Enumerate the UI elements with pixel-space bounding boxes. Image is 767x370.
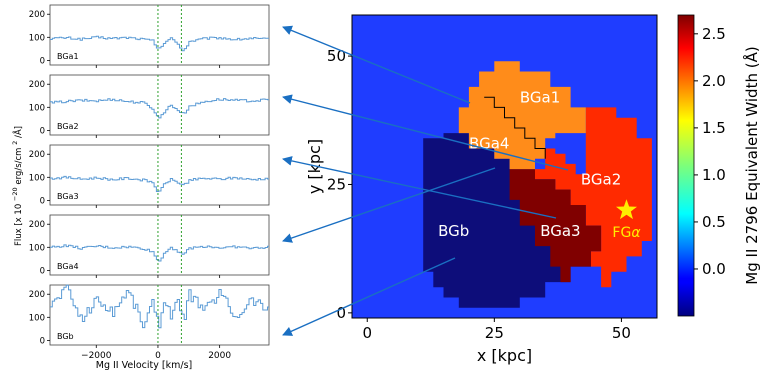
y-tick-label: 200: [29, 80, 45, 90]
y-tick-label: 100: [29, 243, 45, 253]
colorbar-scale: [677, 14, 695, 317]
colorbar-tick-label: 1.0: [702, 166, 726, 184]
spectrum-line: [50, 244, 269, 262]
map-x-tick-label: 25: [485, 324, 504, 342]
colorbar-tick-label: 0.0: [702, 260, 726, 278]
y-tick-label: 0: [40, 56, 45, 66]
y-tick-label: 100: [29, 173, 45, 183]
x-tick-label: 2000: [208, 351, 231, 361]
y-tick-label: 200: [29, 150, 45, 160]
region-bga2: [535, 107, 652, 288]
spectrum-name-bga3: BGa3: [57, 192, 79, 201]
region-label-bga1: BGa1: [520, 88, 560, 106]
spectrum-panel-bga1: 0 100 200 BGa1: [29, 4, 270, 68]
spectra-y-label-post: /Å]: [12, 126, 24, 138]
connector-arrows: [282, 25, 569, 336]
colorbar-tick-label: 2.5: [702, 25, 726, 43]
star-marker: [616, 199, 637, 220]
colorbar-tick-label: 1.5: [702, 119, 726, 137]
spectra-y-label-exp1: −20: [11, 187, 19, 201]
spectrum-panel-bgb: 0 100 200 −2000 0 2000 BGb: [29, 284, 270, 361]
spectrum-panel-bga2: 0 100 200 BGa2: [29, 74, 270, 138]
map-y-tick-label: 0: [336, 304, 346, 322]
arrow-bga1: [282, 25, 471, 104]
spectra-x-axis-label: Mg II Velocity [km/s]: [96, 360, 192, 370]
arrow-bga3: [282, 156, 557, 219]
y-tick-label: 100: [29, 33, 45, 43]
region-label-bga3: BGa3: [540, 222, 580, 240]
spectra-y-axis-label: Flux [x 10 −20 erg/s/cm 2 /Å]: [10, 126, 24, 246]
spectrum-line: [50, 98, 269, 119]
y-tick-label: 0: [40, 126, 45, 136]
y-tick-label: 0: [40, 266, 45, 276]
spectrum-panel-bga3: 0 100 200 BGa3: [29, 144, 270, 208]
marker-label: FGα: [612, 225, 641, 241]
spectra-panels: 0 100 200 BGa1 0 100 200 BGa2 0 100 200 BGa3 0 100 200…: [29, 4, 270, 361]
y-tick-label: 200: [29, 10, 45, 20]
region-label-bgb: BGb: [438, 222, 469, 240]
region-bga3: [509, 169, 602, 283]
panel-frame: [49, 4, 270, 66]
panel-frame: [49, 214, 270, 276]
spectrum-name-bgb: BGb: [57, 332, 74, 341]
y-tick-label: 200: [29, 290, 45, 300]
map-y-tick-label: 25: [327, 175, 346, 193]
colorbar-tick-label: 2.0: [702, 72, 726, 90]
y-tick-label: 0: [40, 196, 45, 206]
map-y-tick-label: 50: [327, 47, 346, 65]
map-x-tick-label: 0: [362, 324, 372, 342]
y-tick-label: 200: [29, 220, 45, 230]
y-tick-label: 100: [29, 313, 45, 323]
arrow-bga2: [282, 94, 569, 171]
arrow-bgb: [282, 257, 456, 336]
y-tick-label: 100: [29, 103, 45, 113]
marker-label-main: FG: [612, 225, 631, 241]
spectrum-name-bga4: BGa4: [57, 262, 79, 271]
arrow-bga4: [282, 167, 496, 243]
spectra-y-label-pre: Flux [x 10: [14, 204, 24, 246]
colorbar: 0.0 0.5 1.0 1.5 2.0 2.5 Mg II 2796 Equivalent …: [677, 14, 761, 317]
spectra-y-label-exp2: 2: [11, 141, 19, 145]
spectrum-name-bga2: BGa2: [57, 122, 79, 131]
x-tick-label: 0: [155, 351, 161, 361]
colorbar-tick-label: 0.5: [702, 213, 726, 231]
spectra-y-label-mid: erg/s/cm: [14, 148, 24, 185]
map-x-axis-label: x [kpc]: [477, 346, 532, 365]
region-label-bga2: BGa2: [581, 170, 621, 188]
colorbar-label: Mg II 2796 Equivalent Width (Å): [742, 46, 761, 284]
marker-label-greek: α: [631, 225, 641, 241]
x-tick-label: −2000: [81, 351, 112, 361]
spectrum-name-bga1: BGa1: [57, 52, 79, 61]
spectrum-line: [50, 35, 269, 52]
panel-frame: [49, 74, 270, 136]
region-label-bga4: BGa4: [469, 135, 509, 153]
map-x-tick-label: 50: [612, 324, 631, 342]
spectrum-line: [50, 284, 269, 329]
spectrum-panel-bga4: 0 100 200 BGa4: [29, 214, 270, 278]
spectrum-line: [50, 175, 269, 192]
y-tick-label: 0: [40, 336, 45, 346]
region-bga1: [458, 61, 586, 170]
map-frame: [351, 14, 658, 319]
region-boundary: [484, 96, 546, 159]
panel-frame: [49, 144, 270, 206]
